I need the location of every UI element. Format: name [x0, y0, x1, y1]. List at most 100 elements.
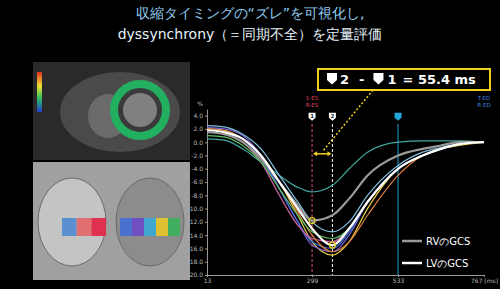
y-tick-label: -12.0	[187, 218, 203, 225]
event-label: 1-ES	[306, 95, 319, 101]
marker-label: 1	[310, 113, 314, 119]
event-label: R-ED	[477, 102, 490, 108]
y-tick-mark	[205, 129, 207, 130]
x-tick-label: 13	[204, 277, 212, 284]
y-tick-mark	[205, 116, 207, 117]
x-tick: 767 [ms]	[471, 275, 498, 284]
y-tick-label: -6.0	[191, 178, 203, 185]
interval-arrow	[313, 151, 331, 156]
y-tick: -12.0	[187, 218, 207, 225]
legend-label: RVのGCS	[426, 236, 470, 247]
y-tick-label: 0.0	[193, 139, 203, 146]
y-tick-label: -10.0	[187, 205, 203, 212]
y-tick: -10.0	[187, 205, 207, 212]
series-line	[207, 130, 484, 245]
y-tick: 0.0	[193, 139, 207, 146]
heart-segment	[91, 218, 106, 236]
series-line	[207, 129, 484, 255]
y-tick-mark	[205, 275, 207, 276]
plot-area	[207, 124, 484, 275]
mri-colorbar	[37, 72, 42, 112]
heart-shape	[38, 178, 106, 266]
highlight-point	[329, 242, 335, 248]
marker-line	[312, 124, 313, 275]
marker-label: 2	[331, 113, 335, 119]
highlight-point	[309, 218, 315, 224]
y-tick-mark	[205, 169, 207, 170]
legend: RVのGCS LVのGCS	[402, 236, 470, 269]
mri-panel	[33, 62, 190, 160]
y-tick-mark	[205, 248, 207, 249]
page: 収縮タイミングの“ズレ”を可視化し, dyssynchrony（＝同期不全）を定量…	[0, 0, 500, 289]
connector	[322, 90, 373, 152]
difference-part: = 55.4 ms	[403, 72, 477, 87]
y-tick-label: 2.0	[193, 125, 203, 132]
y-tick: -4.0	[191, 165, 207, 172]
difference-box	[318, 69, 490, 90]
background	[0, 0, 500, 289]
marker-line	[398, 124, 399, 275]
y-tick: 4.0	[193, 112, 207, 119]
illustrations	[33, 62, 190, 280]
y-tick: 2.0	[193, 125, 207, 132]
heart-model	[116, 178, 184, 266]
heart-panel	[33, 162, 190, 280]
root: 収縮タイミングの“ズレ”を可視化し, dyssynchrony（＝同期不全）を定量…	[0, 0, 500, 289]
mri-body	[60, 72, 180, 152]
y-tick-mark	[205, 142, 207, 143]
y-axis-line	[207, 110, 208, 276]
arrow-head	[313, 151, 317, 156]
heart-segment	[120, 218, 132, 236]
marker-shield	[329, 113, 336, 121]
difference-text: 2- 1 = 55.4 ms	[327, 72, 476, 87]
heart-segment	[132, 218, 144, 236]
marker	[395, 113, 402, 121]
arrow-head	[327, 151, 331, 156]
event-label: R-ES	[306, 102, 319, 108]
x-tick-label: 299	[307, 277, 319, 284]
y-tick-label: -14.0	[187, 232, 203, 239]
y-tick-label: -4.0	[191, 165, 203, 172]
series-line	[207, 129, 484, 252]
heart-shape	[116, 178, 184, 266]
heart-segment	[77, 218, 92, 236]
mri-lv-cavity	[123, 93, 157, 127]
marker-shield	[395, 113, 402, 121]
y-tick-label: -16.0	[187, 245, 203, 252]
legend-swatch	[402, 262, 422, 265]
y-tick: -8.0	[191, 192, 207, 199]
y-tick-label: -18.0	[187, 258, 203, 265]
y-tick-mark	[205, 262, 207, 263]
x-tick: 299	[307, 275, 319, 284]
y-tick-label: -8.0	[191, 192, 203, 199]
legend-label: LVのGCS	[426, 258, 468, 269]
difference-part: -	[359, 72, 364, 87]
subtitle: dyssynchrony（＝同期不全）を定量評価	[118, 26, 383, 42]
y-tick-label: 4.0	[193, 112, 203, 119]
y-tick: -16.0	[187, 245, 207, 252]
difference-icon	[327, 73, 337, 85]
y-tick-mark	[205, 209, 207, 210]
arrow-shaft	[316, 153, 328, 155]
series-line	[207, 136, 484, 239]
x-tick-label: 533	[393, 277, 405, 284]
difference-icon	[373, 73, 383, 85]
difference-part: 2	[340, 72, 349, 87]
series-line	[207, 128, 484, 252]
heart-segment	[62, 218, 77, 236]
x-axis: 13 299 533 767 [ms]	[204, 275, 498, 284]
y-tick-mark	[205, 235, 207, 236]
y-tick: -18.0	[187, 258, 207, 265]
y-tick: -14.0	[187, 232, 207, 239]
difference-part: 1	[387, 72, 396, 87]
y-tick-mark	[205, 195, 207, 196]
x-tick: 13	[204, 275, 212, 284]
series-line	[207, 126, 484, 232]
title: 収縮タイミングの“ズレ”を可視化し,	[136, 5, 365, 21]
y-tick: -2.0	[191, 152, 207, 159]
y-tick-label: -2.0	[191, 152, 203, 159]
y-axis-title: %	[197, 100, 203, 107]
marker: 2	[329, 113, 336, 121]
x-tick: 533	[393, 275, 405, 284]
y-tick-mark	[205, 155, 207, 156]
